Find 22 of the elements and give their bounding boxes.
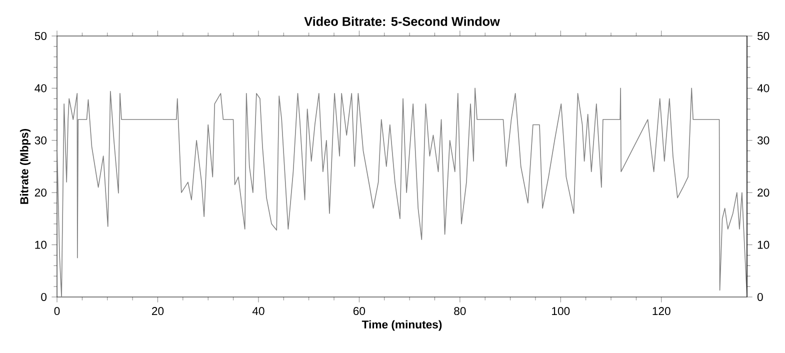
- y-tick-label: 40: [34, 84, 47, 92]
- y-tick-label: 20: [34, 188, 47, 197]
- y2-tick-label: 40: [757, 84, 770, 92]
- chart-title: Video Bitrate: 5-Second Window: [304, 16, 500, 26]
- x-tick-label: 100: [552, 307, 570, 316]
- y-axis-title: Bitrate (Mbps): [20, 128, 31, 204]
- y-tick-label: 10: [35, 240, 47, 249]
- y2-tick-label: 50: [758, 32, 770, 40]
- x-tick-label: 60: [353, 307, 366, 316]
- y-tick-label: 0: [41, 292, 47, 301]
- y-tick-label: 50: [34, 32, 47, 40]
- y-tick-label: 30: [34, 136, 47, 144]
- y2-tick-label: 10: [758, 240, 770, 249]
- y2-tick-label: 0: [757, 292, 763, 301]
- x-tick-label: 0: [54, 307, 60, 316]
- x-axis-title: Time (minutes): [362, 320, 442, 331]
- x-tick-label: 80: [454, 307, 466, 316]
- x-tick-label: 40: [252, 307, 264, 316]
- x-tick-label: 120: [652, 307, 670, 316]
- y2-tick-label: 30: [757, 136, 770, 144]
- y2-tick-label: 20: [758, 188, 770, 197]
- x-tick-label: 20: [152, 307, 164, 316]
